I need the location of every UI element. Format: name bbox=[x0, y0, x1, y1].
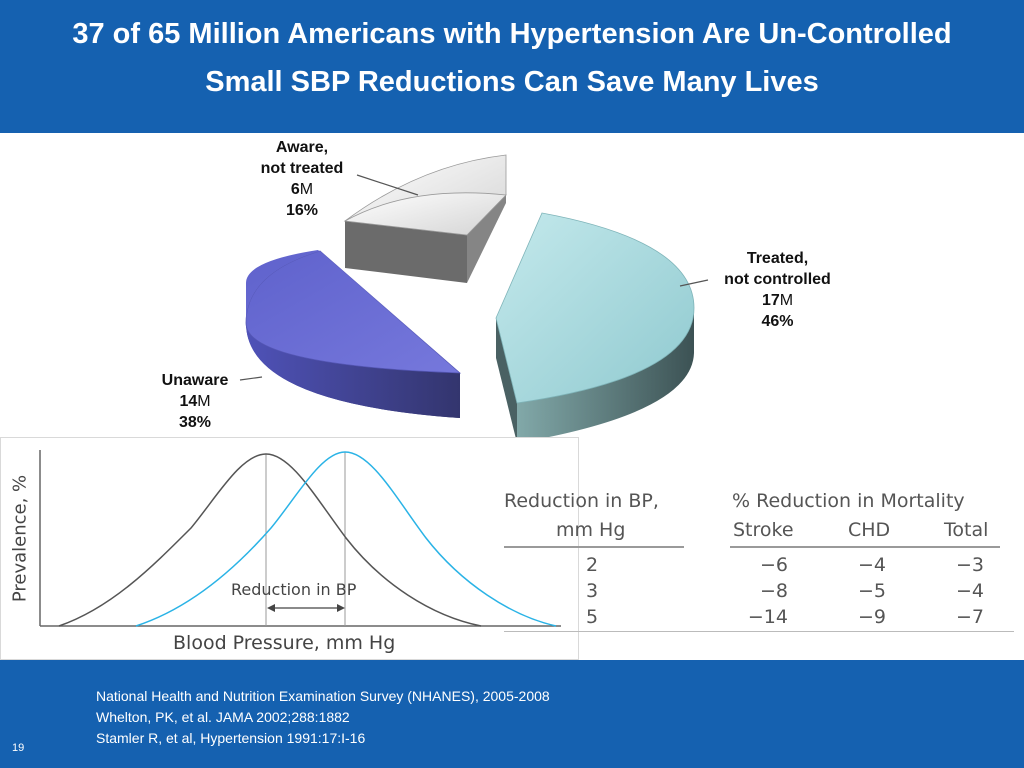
table-cell-bp: 2 bbox=[586, 554, 599, 576]
pie-label-aware-not-treated: Aware, not treated 6M 16% bbox=[260, 139, 344, 219]
x-axis-label: Blood Pressure, mm Hg bbox=[173, 632, 396, 654]
reduction-annotation: Reduction in BP bbox=[231, 580, 357, 599]
header-rule-right bbox=[730, 546, 1000, 548]
pie-slice-aware-not-treated bbox=[343, 154, 507, 283]
table-cell-total: −7 bbox=[955, 606, 984, 628]
reference-whelton: Whelton, PK, et al. JAMA 2002;288:1882 bbox=[96, 709, 350, 725]
mortality-reduction-table: Reduction in BP, mm Hg % Reduction in Mo… bbox=[504, 488, 1014, 636]
original-distribution-curve bbox=[58, 453, 482, 627]
reduction-arrow bbox=[267, 604, 345, 612]
shifted-distribution-curve bbox=[135, 451, 557, 627]
table-cell-total: −3 bbox=[955, 554, 984, 576]
pie-label-unaware: Unaware 14M 38% bbox=[161, 372, 229, 431]
table-cell-chd: −9 bbox=[857, 606, 886, 628]
table-cell-chd: −5 bbox=[857, 580, 886, 602]
bp-distribution-chart: Prevalence, % Blood Pressure, mm Hg Redu… bbox=[0, 437, 579, 660]
group-header-mortality: % Reduction in Mortality bbox=[732, 490, 965, 512]
slide-title: 37 of 65 Million Americans with Hyperten… bbox=[72, 18, 952, 50]
reference-stamler: Stamler R, et al, Hypertension 1991:17:I… bbox=[96, 730, 366, 746]
slide-number: 19 bbox=[12, 742, 25, 754]
header-rule-left bbox=[504, 546, 684, 548]
table-cell-bp: 3 bbox=[586, 580, 599, 602]
col-header-bp-unit: mm Hg bbox=[556, 519, 626, 541]
pie-slice-unaware bbox=[245, 250, 462, 418]
table-cell-bp: 5 bbox=[586, 606, 599, 628]
pie-label-treated-not-controlled: Treated, not controlled 17M 46% bbox=[724, 250, 831, 330]
col-header-bp: Reduction in BP, bbox=[504, 490, 659, 512]
y-axis-label: Prevalence, % bbox=[9, 474, 31, 603]
table-bottom-rule bbox=[504, 631, 1014, 632]
table-cell-stroke: −8 bbox=[759, 580, 788, 602]
col-header-stroke: Stroke bbox=[733, 519, 794, 541]
footer-banner bbox=[0, 660, 1024, 768]
title-banner bbox=[0, 0, 1024, 133]
table-cell-chd: −4 bbox=[857, 554, 886, 576]
col-header-total: Total bbox=[944, 519, 989, 541]
hypertension-pie-chart bbox=[239, 154, 709, 443]
table-cell-stroke: −14 bbox=[747, 606, 788, 628]
reference-nhanes: National Health and Nutrition Examinatio… bbox=[96, 688, 550, 704]
table-cell-stroke: −6 bbox=[759, 554, 788, 576]
col-header-chd: CHD bbox=[848, 519, 891, 541]
pie-slice-treated-not-controlled bbox=[495, 212, 695, 443]
table-cell-total: −4 bbox=[955, 580, 984, 602]
slide-subtitle: Small SBP Reductions Can Save Many Lives bbox=[205, 66, 819, 98]
